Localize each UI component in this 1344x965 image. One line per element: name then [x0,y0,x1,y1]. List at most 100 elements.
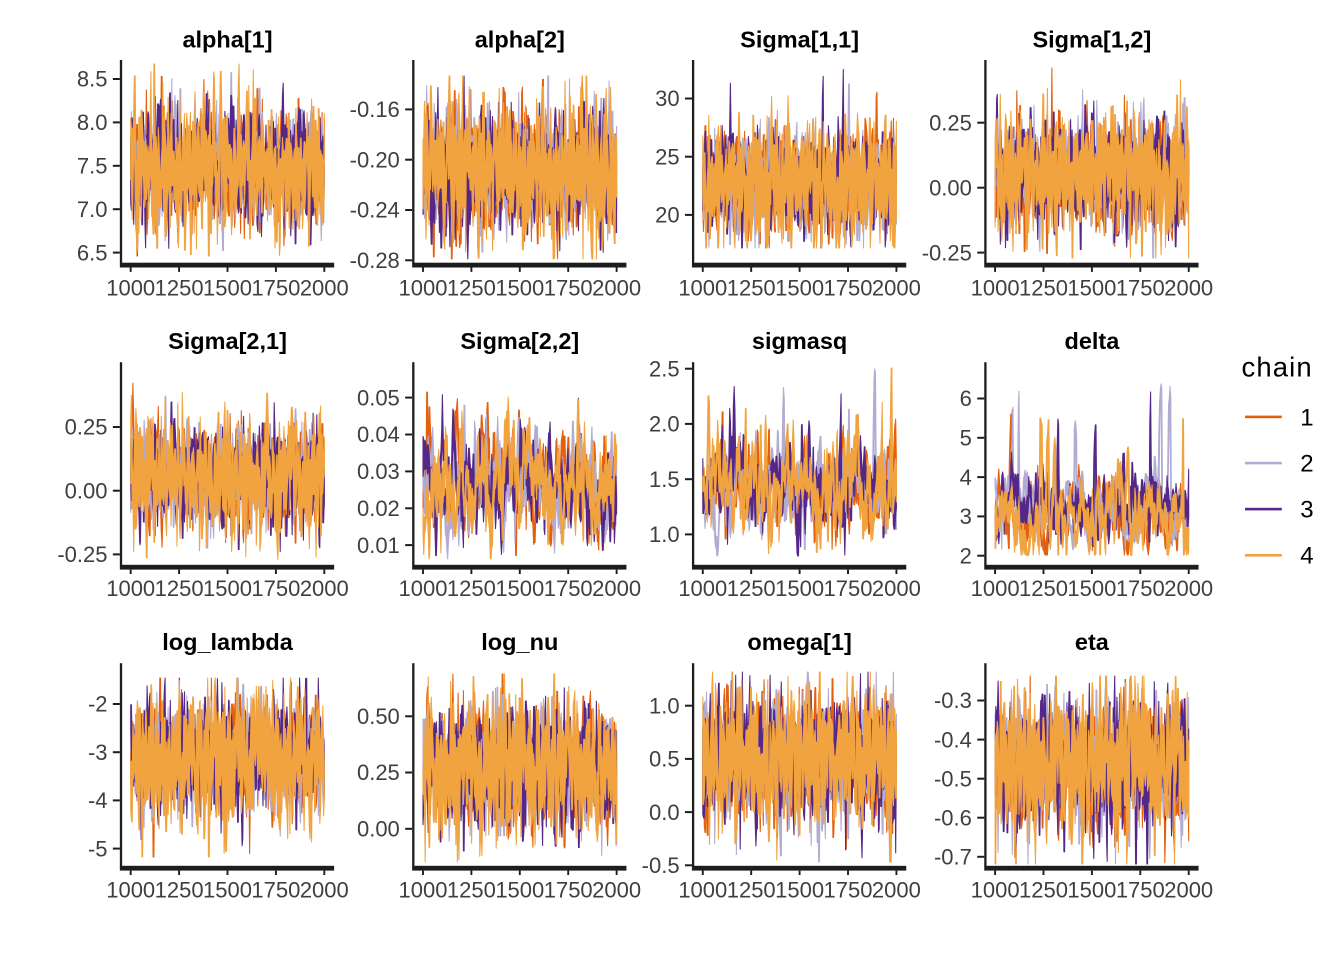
svg-text:1750: 1750 [544,576,593,601]
svg-text:1250: 1250 [447,878,496,903]
svg-text:1750: 1750 [824,576,873,601]
svg-text:1750: 1750 [824,275,873,300]
svg-text:1000: 1000 [678,878,727,903]
svg-text:1000: 1000 [678,275,727,300]
svg-text:0.02: 0.02 [357,496,400,521]
svg-text:0.25: 0.25 [357,760,400,785]
svg-text:1000: 1000 [971,275,1020,300]
svg-text:1000: 1000 [399,576,448,601]
svg-text:2000: 2000 [300,275,349,300]
svg-text:1500: 1500 [495,878,544,903]
svg-text:-0.6: -0.6 [934,805,972,830]
svg-text:Sigma[1,2]: Sigma[1,2] [1032,27,1151,53]
svg-text:2: 2 [960,543,972,568]
svg-text:1250: 1250 [1019,878,1068,903]
svg-text:2.5: 2.5 [649,356,680,381]
svg-text:-0.4: -0.4 [934,727,972,752]
svg-text:-0.25: -0.25 [57,542,107,567]
svg-text:2000: 2000 [872,576,921,601]
svg-text:1250: 1250 [155,878,204,903]
svg-text:1000: 1000 [106,878,155,903]
svg-text:0.00: 0.00 [929,175,972,200]
svg-text:1500: 1500 [495,275,544,300]
svg-text:1000: 1000 [971,878,1020,903]
svg-text:7.0: 7.0 [77,197,108,222]
svg-text:-0.7: -0.7 [934,845,972,870]
svg-text:1.5: 1.5 [649,467,680,492]
svg-text:alpha[1]: alpha[1] [182,27,272,53]
svg-text:eta: eta [1075,629,1110,655]
svg-text:1250: 1250 [447,275,496,300]
svg-text:25: 25 [655,144,679,169]
svg-text:2: 2 [1300,451,1313,478]
svg-text:1750: 1750 [824,878,873,903]
svg-text:1750: 1750 [1116,275,1165,300]
svg-text:2000: 2000 [592,576,641,601]
svg-text:0.04: 0.04 [357,422,400,447]
svg-text:1000: 1000 [399,275,448,300]
svg-text:-0.5: -0.5 [642,853,680,878]
svg-text:log_lambda: log_lambda [162,629,294,655]
svg-text:0.01: 0.01 [357,533,400,558]
svg-text:alpha[2]: alpha[2] [475,27,565,53]
svg-text:1500: 1500 [495,576,544,601]
svg-text:0.25: 0.25 [65,415,108,440]
svg-text:1500: 1500 [1067,576,1116,601]
svg-text:1000: 1000 [971,576,1020,601]
svg-text:Sigma[2,2]: Sigma[2,2] [460,328,579,354]
svg-text:2000: 2000 [1164,576,1213,601]
svg-text:delta: delta [1064,328,1120,354]
svg-text:4: 4 [1300,543,1313,570]
svg-text:2000: 2000 [1164,275,1213,300]
svg-text:1000: 1000 [106,576,155,601]
svg-text:-4: -4 [88,788,108,813]
svg-text:Sigma[2,1]: Sigma[2,1] [168,328,287,354]
svg-text:0.00: 0.00 [65,478,108,503]
svg-text:1500: 1500 [203,576,252,601]
svg-text:2000: 2000 [300,878,349,903]
svg-text:20: 20 [655,203,679,228]
svg-text:-0.24: -0.24 [350,198,400,223]
svg-text:1500: 1500 [775,576,824,601]
svg-text:1250: 1250 [727,576,776,601]
svg-text:-2: -2 [88,692,108,717]
svg-text:omega[1]: omega[1] [747,629,851,655]
svg-text:4: 4 [960,465,972,490]
svg-text:1250: 1250 [155,275,204,300]
svg-text:-0.3: -0.3 [934,688,972,713]
svg-text:0.0: 0.0 [649,800,680,825]
svg-text:6: 6 [960,386,972,411]
svg-text:1750: 1750 [544,275,593,300]
svg-text:2000: 2000 [300,576,349,601]
svg-text:1750: 1750 [1116,576,1165,601]
svg-text:1250: 1250 [727,878,776,903]
svg-text:2.0: 2.0 [649,412,680,437]
svg-text:3: 3 [1300,497,1313,524]
svg-text:1750: 1750 [251,878,300,903]
svg-text:1750: 1750 [544,878,593,903]
svg-text:-0.5: -0.5 [934,766,972,791]
svg-text:0.03: 0.03 [357,459,400,484]
svg-text:-0.20: -0.20 [350,147,400,172]
svg-text:1.0: 1.0 [649,522,680,547]
svg-text:2000: 2000 [1164,878,1213,903]
svg-text:6.5: 6.5 [77,240,108,265]
svg-text:1.0: 1.0 [649,693,680,718]
svg-text:0.00: 0.00 [357,817,400,842]
svg-text:2000: 2000 [592,275,641,300]
svg-text:1250: 1250 [727,275,776,300]
svg-text:2000: 2000 [872,878,921,903]
svg-text:1500: 1500 [1067,878,1116,903]
svg-text:1000: 1000 [678,576,727,601]
svg-text:1000: 1000 [399,878,448,903]
svg-text:1250: 1250 [155,576,204,601]
svg-text:0.50: 0.50 [357,704,400,729]
svg-text:1500: 1500 [1067,275,1116,300]
svg-text:3: 3 [960,504,972,529]
svg-text:1250: 1250 [1019,275,1068,300]
svg-text:7.5: 7.5 [77,154,108,179]
svg-text:1750: 1750 [1116,878,1165,903]
svg-text:sigmasq: sigmasq [752,328,847,354]
svg-text:2000: 2000 [872,275,921,300]
svg-text:0.5: 0.5 [649,747,680,772]
